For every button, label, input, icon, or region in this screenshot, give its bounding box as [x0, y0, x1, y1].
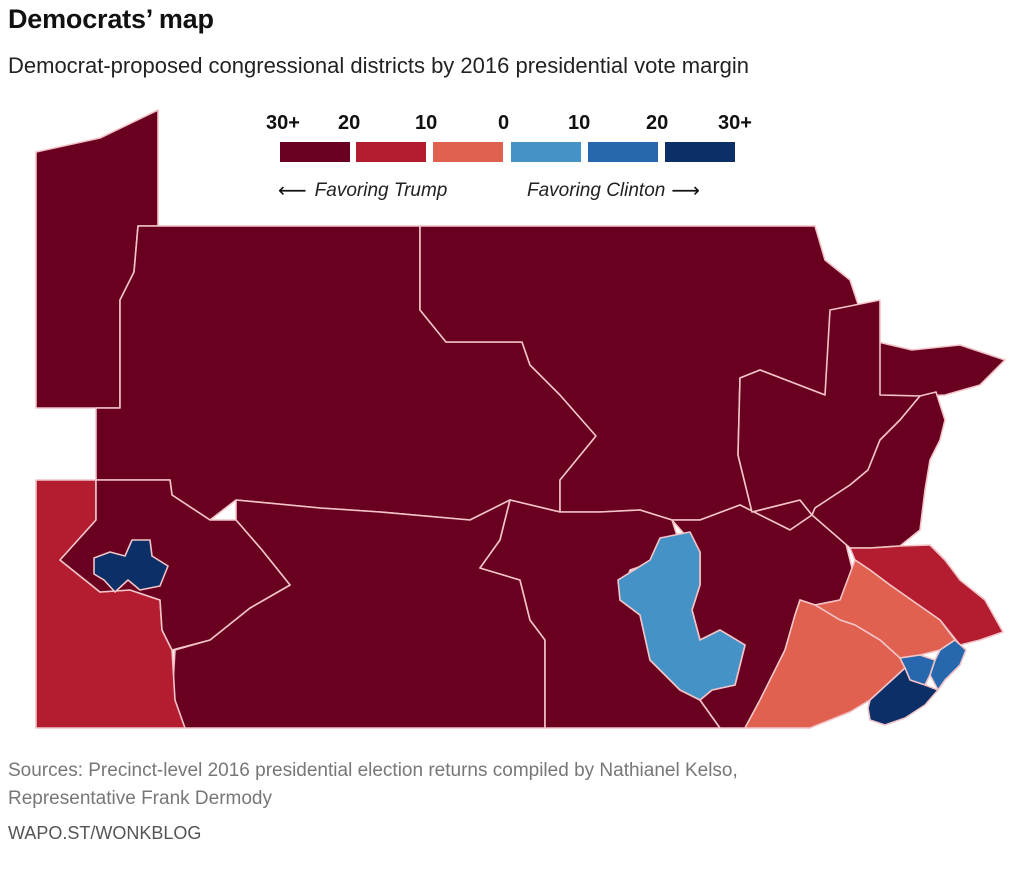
sources-note: Sources: Precinct-level 2016 presidentia… [8, 757, 1008, 813]
sources-line-2: Representative Frank Dermody [8, 788, 272, 809]
credit-link[interactable]: WAPO.ST/WONKBLOG [8, 823, 202, 843]
district-reading-area[interactable]: Clinton 0–10 [617, 531, 746, 701]
favoring-clinton-label: Favoring Clinton [527, 179, 666, 201]
legend-swatch-clinton-30 [665, 142, 735, 162]
map-subtitle: Democrat-proposed congressional district… [8, 53, 750, 78]
district-pittsburgh[interactable]: Clinton 30+ [93, 539, 169, 593]
district-map: Trump 30+ Trump 30+ Trump 30+ Trump 30+ … [35, 109, 1006, 729]
legend-tick: 30+ [718, 112, 752, 134]
legend-favoring-clinton: Favoring Clinton ⟶ [527, 178, 700, 203]
district-pittsburgh-ring[interactable]: Trump 30+ [59, 479, 291, 651]
arrow-right-icon: ⟶ [671, 180, 701, 202]
district-philadelphia-south[interactable]: Clinton 30+ [867, 667, 939, 726]
legend-tick: 20 [338, 112, 361, 134]
legend-tick: 0 [498, 112, 510, 134]
legend: 30+ 20 10 0 10 20 30+ ⟵ Favoring Trump F… [262, 112, 762, 202]
legend-swatch-trump-20 [356, 142, 426, 162]
legend-swatch-trump-10 [433, 142, 503, 162]
legend-swatch-clinton-10 [511, 142, 581, 162]
legend-favoring-trump: ⟵ Favoring Trump [278, 178, 447, 203]
legend-swatch-trump-30 [280, 142, 350, 162]
legend-tick: 10 [415, 112, 438, 134]
arrow-left-icon: ⟵ [278, 180, 307, 202]
legend-tick: 30+ [266, 112, 300, 134]
legend-tick: 20 [646, 112, 669, 134]
favoring-trump-label: Favoring Trump [314, 179, 448, 201]
legend-swatch-clinton-20 [588, 142, 658, 162]
sources-line-1: Sources: Precinct-level 2016 presidentia… [8, 760, 738, 781]
map-title: Democrats’ map [8, 4, 214, 34]
legend-tick: 10 [568, 112, 591, 134]
